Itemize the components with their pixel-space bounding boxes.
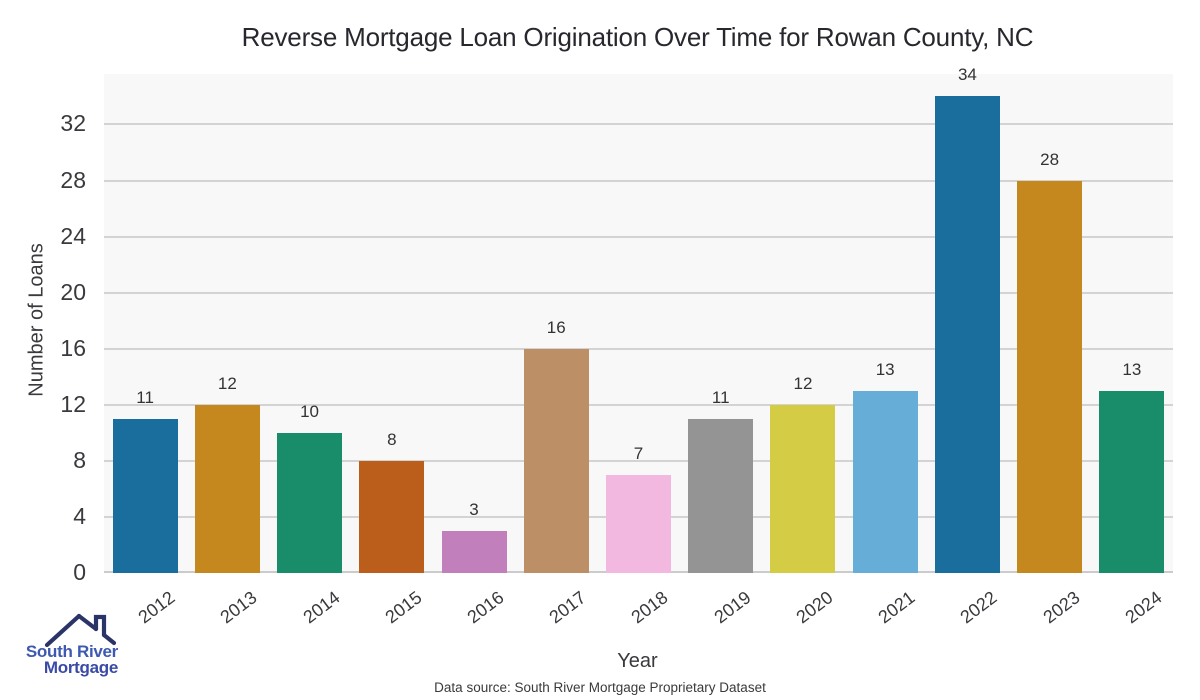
bar-value-label: 11 [136,387,154,407]
bar [852,390,918,573]
x-tick-label: 2019 [710,587,755,628]
x-tick-label: 2020 [792,587,837,628]
x-tick-label: 2012 [134,587,179,628]
x-tick-label: 2022 [956,587,1001,628]
chart-title: Reverse Mortgage Loan Origination Over T… [241,22,1034,52]
bar-value-label: 3 [469,499,479,519]
gridline [104,347,1173,350]
gridline [104,291,1173,294]
bar-value-label: 12 [217,373,237,393]
gridline [104,235,1173,238]
bar [934,96,1000,573]
bar [441,530,507,573]
bar-value-label: 28 [1040,149,1060,169]
y-tick-label: 4 [73,502,86,529]
bar [112,418,178,573]
bar [606,474,671,573]
bar [194,404,260,573]
bar-value-label: 12 [793,373,813,393]
y-tick-label: 12 [60,390,86,417]
x-tick-label: 2018 [627,587,672,628]
y-tick-label: 16 [60,334,86,361]
y-axis-title: Number of Loans [25,243,48,397]
x-tick-label: 2017 [545,587,590,628]
bar-value-label: 16 [546,317,566,337]
bar-value-label: 34 [957,65,977,85]
gridline [104,403,1173,406]
y-tick-label: 8 [73,446,86,473]
bar [770,404,836,573]
bar [1099,390,1165,573]
gridline [104,123,1173,126]
x-tick-label: 2021 [874,587,919,628]
bar-value-label: 7 [633,443,644,463]
bar-value-label: 8 [387,429,397,449]
south-river-mortgage-logo: South River Mortgage [14,612,118,676]
x-tick-label: 2014 [298,587,344,628]
y-tick-label: 20 [60,278,86,305]
x-tick-label: 2024 [1121,587,1166,628]
bar [523,348,589,573]
house-roof-icon [44,613,117,648]
x-tick-label: 2016 [463,587,508,628]
gridline [104,459,1173,462]
bar-value-label: 13 [875,359,895,379]
bar-value-label: 13 [1122,359,1142,379]
data-source-note: Data source: South River Mortgage Propri… [434,680,766,695]
bar [1017,180,1083,573]
bar [688,418,754,573]
bar [359,460,425,573]
y-tick-label: 0 [73,559,86,585]
y-tick-label: 28 [60,166,86,193]
logo-text-line2: Mortgage [43,658,118,677]
bar-value-label: 10 [300,401,320,421]
x-tick-label: 2015 [381,587,426,628]
gridline [104,179,1173,182]
x-axis-title: Year [617,650,658,672]
bar [277,432,343,573]
bar-value-label: 11 [711,387,730,407]
y-tick-label: 32 [60,110,86,137]
x-tick-label: 2013 [216,587,261,628]
x-tick-label: 2023 [1039,587,1084,628]
y-tick-label: 24 [60,222,86,249]
logo-text-line1: South River [25,642,118,661]
